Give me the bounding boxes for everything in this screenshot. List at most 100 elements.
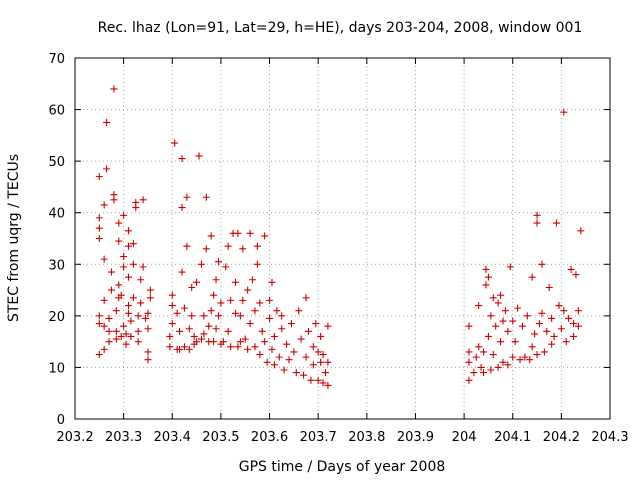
data-point	[531, 330, 539, 338]
data-point	[117, 332, 125, 340]
data-point	[219, 338, 227, 346]
data-point	[521, 353, 529, 361]
y-tick-label: 10	[48, 361, 65, 376]
data-point	[307, 376, 315, 384]
data-point	[244, 286, 252, 294]
data-point	[251, 343, 259, 351]
data-point	[324, 322, 332, 330]
data-point	[168, 320, 176, 328]
data-point	[523, 312, 531, 320]
data-point	[319, 379, 327, 387]
data-point	[489, 351, 497, 359]
data-point	[251, 307, 259, 315]
data-point	[550, 332, 558, 340]
data-point	[480, 348, 488, 356]
data-point	[180, 304, 188, 312]
data-point	[497, 291, 505, 299]
data-point	[309, 361, 317, 369]
data-point	[202, 193, 210, 201]
data-point	[302, 353, 310, 361]
data-point	[197, 260, 205, 268]
data-point	[120, 211, 128, 219]
data-point	[283, 340, 291, 348]
data-point	[200, 312, 208, 320]
data-point	[540, 348, 548, 356]
data-point	[533, 351, 541, 359]
data-point	[261, 338, 269, 346]
data-point	[210, 291, 218, 299]
data-point	[129, 240, 137, 248]
data-point	[95, 235, 103, 242]
data-point	[103, 165, 111, 173]
data-point	[268, 345, 276, 353]
x-tick-label: 203.7	[300, 430, 337, 445]
data-point	[475, 343, 483, 351]
data-point	[144, 309, 152, 317]
data-point	[176, 327, 184, 335]
data-point	[107, 268, 115, 276]
data-point	[258, 327, 266, 335]
data-point	[202, 245, 210, 253]
data-point	[266, 296, 274, 304]
axis-ticks: 203.2 203.3 203.4 203.5 203.6 203.7 203.8 203.9…	[48, 52, 628, 445]
data-point	[125, 302, 132, 310]
data-point	[207, 232, 215, 240]
data-point	[120, 253, 128, 261]
data-point	[178, 268, 186, 276]
data-point	[205, 322, 213, 330]
data-point	[489, 294, 497, 302]
data-point	[100, 296, 108, 304]
x-tick-label: 204.1	[494, 430, 531, 445]
data-point	[246, 229, 254, 237]
data-point	[188, 312, 196, 320]
data-point	[127, 332, 135, 340]
data-point	[139, 196, 147, 204]
data-point	[144, 356, 152, 364]
data-point	[484, 332, 492, 340]
data-point	[570, 320, 578, 328]
data-point	[304, 327, 312, 335]
data-point	[577, 227, 585, 235]
data-point	[234, 229, 242, 237]
data-point	[178, 155, 186, 163]
x-axis-label: GPS time / Days of year 2008	[239, 459, 446, 475]
data-point	[465, 358, 473, 366]
data-point	[227, 343, 235, 351]
data-point	[224, 242, 232, 250]
data-point	[317, 358, 325, 366]
data-point	[120, 322, 128, 330]
data-point	[470, 369, 478, 377]
data-point	[278, 312, 286, 320]
data-point	[472, 353, 480, 361]
data-point	[210, 338, 218, 346]
data-point	[253, 260, 261, 268]
data-point	[195, 152, 203, 160]
data-point	[180, 343, 188, 351]
data-point	[256, 351, 264, 359]
data-point	[144, 325, 152, 333]
data-point	[134, 338, 142, 346]
data-point	[278, 325, 286, 333]
data-point	[173, 309, 181, 317]
data-point	[125, 309, 132, 317]
data-point	[506, 263, 514, 271]
data-point	[492, 322, 500, 330]
x-tick-label: 203.5	[202, 430, 239, 445]
data-point	[574, 322, 582, 330]
data-point	[494, 299, 502, 307]
data-point	[232, 278, 239, 286]
data-point	[324, 381, 332, 389]
data-point	[193, 278, 201, 286]
y-axis-label: STEC from uqrg / TECUs	[6, 154, 22, 322]
data-point	[263, 358, 271, 366]
data-point	[266, 314, 274, 322]
data-point	[314, 376, 322, 384]
x-tick-label: 203.8	[348, 430, 385, 445]
x-tick-label: 204.2	[543, 430, 580, 445]
data-point	[538, 309, 546, 317]
data-point	[570, 332, 578, 340]
data-point	[100, 322, 108, 330]
data-point	[528, 343, 536, 351]
data-point	[526, 356, 534, 364]
data-point	[504, 361, 512, 369]
